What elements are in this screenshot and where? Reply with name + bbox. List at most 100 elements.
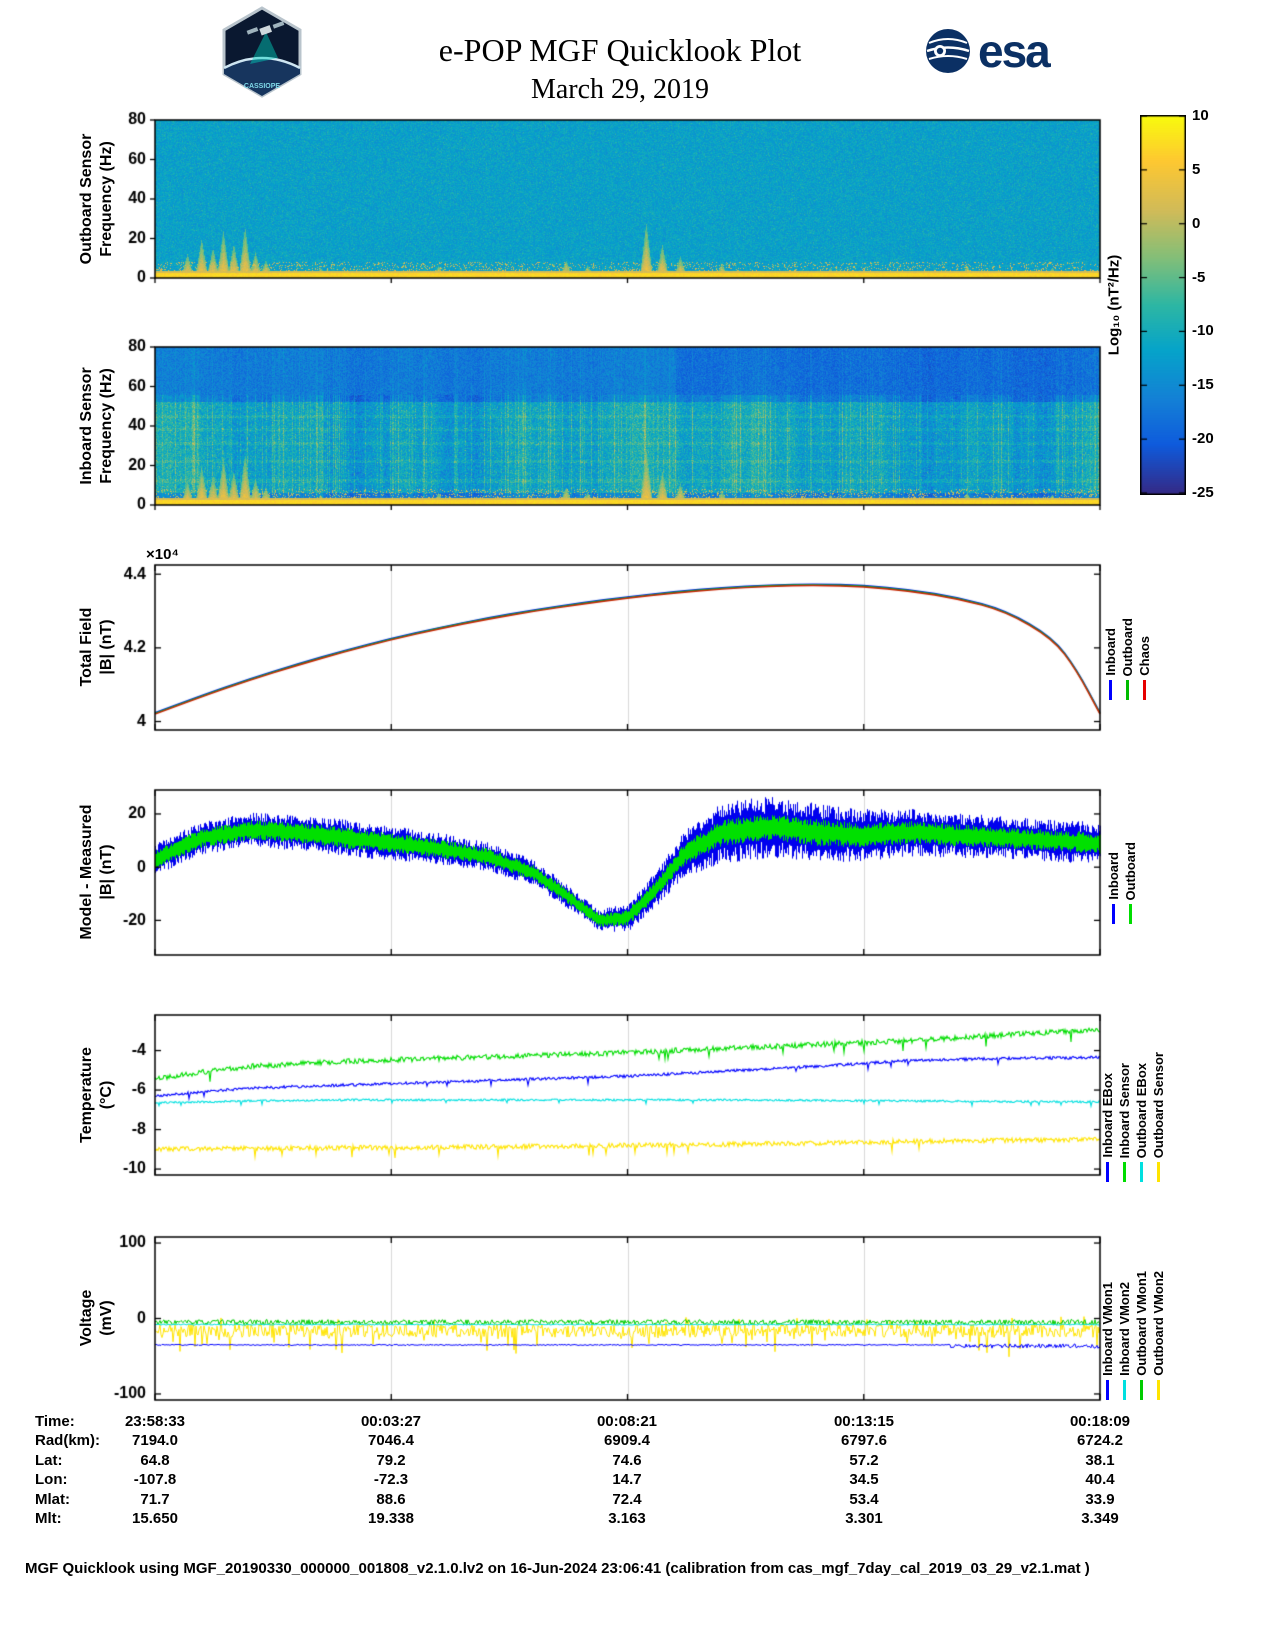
- cell: 3.349: [1081, 1510, 1119, 1527]
- colorbar-tick-label: -20: [1192, 430, 1214, 447]
- cell: 00:18:09: [1069, 1413, 1131, 1430]
- colorbar-tick-label: 10: [1192, 107, 1209, 124]
- cell: 79.2: [376, 1452, 406, 1469]
- row-label: Time:: [35, 1413, 75, 1430]
- legend-entry: Inboard VMon2: [1116, 1238, 1132, 1400]
- legend-entry: Outboard: [1119, 572, 1135, 700]
- esa-globe-icon: [926, 29, 970, 73]
- ephemeris-row-mlt: Mlt: 15.650 19.338 3.163 3.301 3.349: [0, 1510, 1275, 1528]
- temperature-plot-canvas: [100, 1003, 1110, 1187]
- esa-logo-wordmark: esa: [978, 25, 1051, 77]
- legend-label: Outboard Sensor: [1150, 1051, 1166, 1158]
- legend-entry: Inboard Sensor: [1116, 1010, 1132, 1182]
- legend-color-stroke: [1139, 1380, 1143, 1400]
- legend-color-stroke: [1139, 1162, 1143, 1182]
- cell: 38.1: [1085, 1452, 1115, 1469]
- voltage-plot-canvas: [100, 1225, 1110, 1412]
- cell: 74.6: [612, 1452, 642, 1469]
- cell: 00:03:27: [360, 1413, 422, 1430]
- legend-label: Outboard EBox: [1133, 1062, 1149, 1158]
- total-field-scale-label: ×10⁴: [146, 546, 179, 563]
- legend-label: Outboard: [1119, 617, 1135, 677]
- legend-color-stroke: [1105, 1162, 1109, 1182]
- cell: 23:58:33: [124, 1413, 186, 1430]
- legend-color-stroke: [1156, 1162, 1160, 1182]
- cell: 53.4: [849, 1491, 879, 1508]
- legend-color-stroke: [1111, 904, 1115, 924]
- model-measured-plot-canvas: [100, 778, 1110, 967]
- colorbar-tick-label: 0: [1192, 215, 1201, 232]
- cell: 6909.4: [604, 1432, 650, 1449]
- page-date: March 29, 2019: [530, 74, 710, 105]
- colorbar-tick-label: -5: [1192, 269, 1206, 286]
- legend-total-field: Inboard Outboard Chaos: [1102, 572, 1152, 700]
- legend-label: Inboard: [1102, 628, 1118, 676]
- legend-label: Inboard EBox: [1099, 1073, 1115, 1158]
- legend-label: Inboard VMon1: [1099, 1282, 1115, 1376]
- page-title: e-POP MGF Quicklook Plot: [438, 32, 802, 68]
- legend-color-stroke: [1128, 904, 1132, 924]
- legend-color-stroke: [1105, 1380, 1109, 1400]
- legend-label: Chaos: [1136, 636, 1152, 676]
- cell: 00:13:15: [833, 1413, 895, 1430]
- legend-entry: Inboard: [1102, 572, 1118, 700]
- row-label: Mlat:: [35, 1491, 70, 1508]
- legend-color-stroke: [1108, 680, 1112, 700]
- cell: 15.650: [132, 1510, 178, 1527]
- ephemeris-row-time: Time: 23:58:33 00:03:27 00:08:21 00:13:1…: [0, 1413, 1275, 1431]
- legend-color-stroke: [1156, 1380, 1160, 1400]
- svg-text:CASSIOPE: CASSIOPE: [244, 83, 281, 90]
- cell: 00:08:21: [596, 1413, 658, 1430]
- footer-text: MGF Quicklook using MGF_20190330_000000_…: [25, 1560, 1090, 1577]
- legend-model-measured: Inboard Outboard: [1105, 798, 1138, 924]
- cell: 3.301: [845, 1510, 883, 1527]
- row-label: Mlt:: [35, 1510, 62, 1527]
- legend-label: Outboard: [1122, 841, 1138, 901]
- cell: 34.5: [849, 1471, 879, 1488]
- cassiope-mission-patch-icon: CASSIOPE: [222, 6, 302, 98]
- legend-label: Inboard: [1105, 852, 1121, 900]
- legend-color-stroke: [1142, 680, 1146, 700]
- cell: 19.338: [368, 1510, 414, 1527]
- row-label: Lat:: [35, 1452, 63, 1469]
- cell: -107.8: [133, 1471, 177, 1488]
- cell: -72.3: [373, 1471, 409, 1488]
- cell: 64.8: [140, 1452, 170, 1469]
- legend-color-stroke: [1122, 1162, 1126, 1182]
- legend-temperature: Inboard EBox Inboard Sensor Outboard EBo…: [1099, 1010, 1166, 1182]
- legend-entry: Inboard EBox: [1099, 1010, 1115, 1182]
- cell: 57.2: [849, 1452, 879, 1469]
- legend-entry: Outboard Sensor: [1150, 1010, 1166, 1182]
- total-field-plot-canvas: [100, 553, 1110, 742]
- legend-entry: Outboard: [1122, 798, 1138, 924]
- cell: 71.7: [140, 1491, 170, 1508]
- legend-entry: Outboard EBox: [1133, 1010, 1149, 1182]
- cell: 6724.2: [1077, 1432, 1123, 1449]
- legend-label: Outboard VMon1: [1133, 1271, 1149, 1376]
- legend-label: Inboard VMon2: [1116, 1282, 1132, 1376]
- inboard-spectrogram-canvas: [100, 335, 1110, 517]
- row-label: Lon:: [35, 1471, 68, 1488]
- colorbar-tick-label: 5: [1192, 161, 1201, 178]
- legend-entry: Inboard: [1105, 798, 1121, 924]
- cell: 7046.4: [368, 1432, 414, 1449]
- legend-label: Outboard VMon2: [1150, 1271, 1166, 1376]
- legend-color-stroke: [1125, 680, 1129, 700]
- legend-entry: Chaos: [1136, 572, 1152, 700]
- legend-label: Inboard Sensor: [1116, 1062, 1132, 1158]
- legend-entry: Outboard VMon1: [1133, 1238, 1149, 1400]
- cell: 33.9: [1085, 1491, 1115, 1508]
- colorbar-tick-label: -10: [1192, 322, 1214, 339]
- esa-logo: esa: [925, 25, 1051, 77]
- cell: 88.6: [376, 1491, 406, 1508]
- cell: 3.163: [608, 1510, 646, 1527]
- colorbar-axis-label: Log₁₀ (nT²/Hz): [1105, 254, 1123, 356]
- cell: 72.4: [612, 1491, 642, 1508]
- ephemeris-row-mlat: Mlat: 71.7 88.6 72.4 53.4 33.9: [0, 1491, 1275, 1509]
- ephemeris-row-lon: Lon: -107.8 -72.3 14.7 34.5 40.4: [0, 1471, 1275, 1489]
- cell: 6797.6: [841, 1432, 887, 1449]
- cell: 14.7: [612, 1471, 642, 1488]
- ephemeris-row-rad: Rad(km): 7194.0 7046.4 6909.4 6797.6 672…: [0, 1432, 1275, 1450]
- cell: 7194.0: [132, 1432, 178, 1449]
- legend-voltage: Inboard VMon1 Inboard VMon2 Outboard VMo…: [1099, 1238, 1166, 1400]
